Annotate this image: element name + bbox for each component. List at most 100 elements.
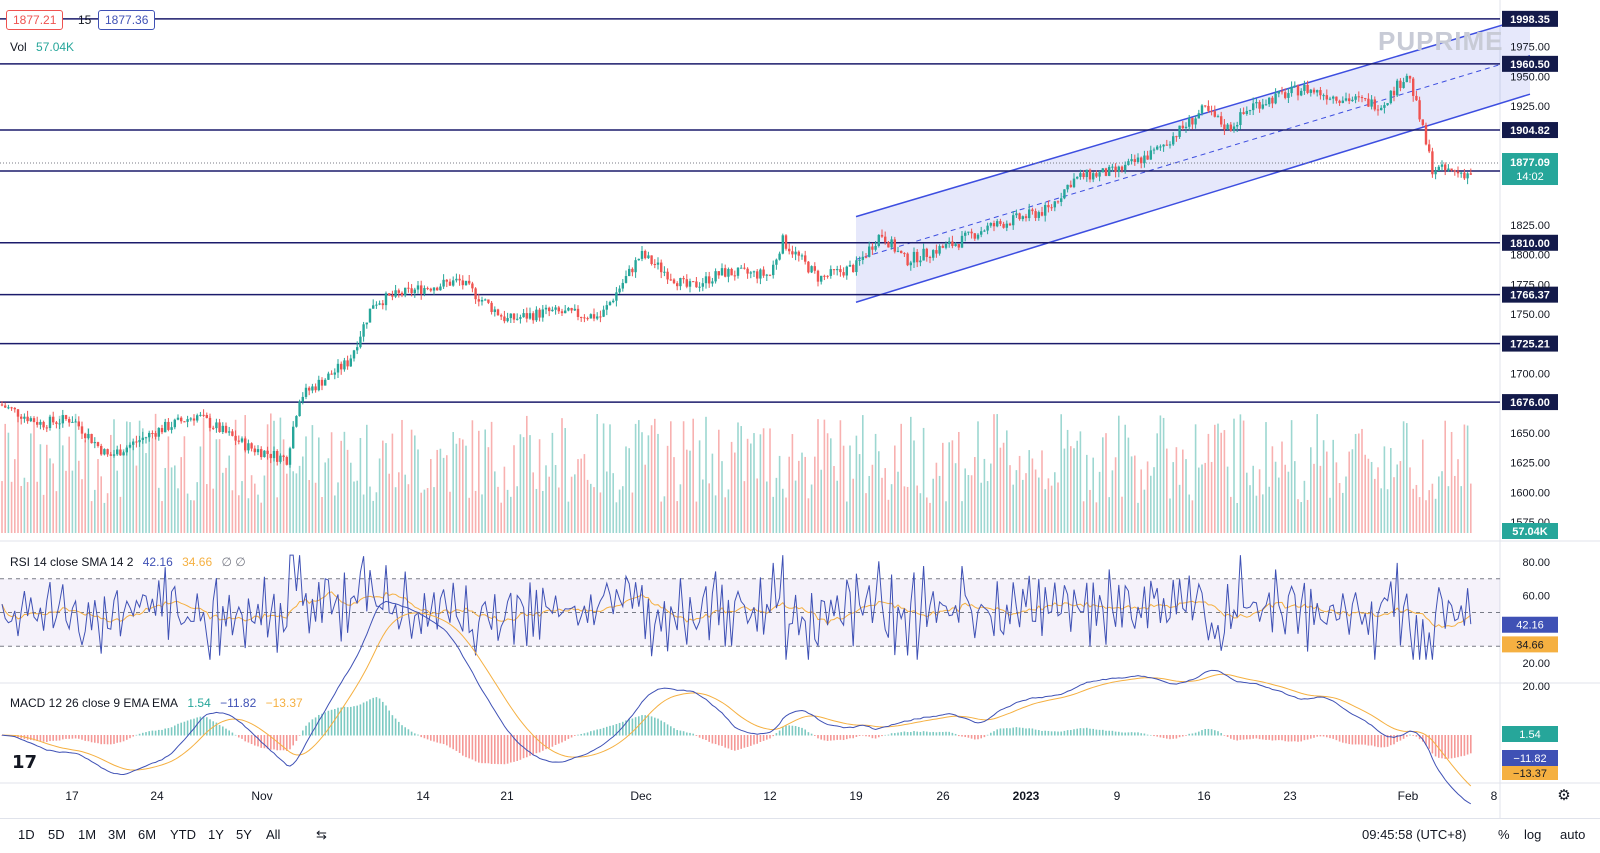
volume-bar xyxy=(487,447,490,533)
range-1d-button[interactable]: 1D xyxy=(18,827,35,842)
settings-gear-icon[interactable]: ⚙ xyxy=(1557,786,1570,804)
candle-body xyxy=(212,427,215,429)
macd-histogram-bar xyxy=(1460,735,1462,757)
range-5d-button[interactable]: 5D xyxy=(48,827,65,842)
macd-histogram-bar xyxy=(465,735,467,758)
volume-bar xyxy=(1086,454,1088,533)
macd-histogram-bar xyxy=(382,701,384,736)
candle-body xyxy=(644,250,647,259)
macd-histogram-bar xyxy=(625,720,627,736)
candle-body xyxy=(1104,168,1108,176)
volume-bar xyxy=(190,500,192,533)
volume-bar xyxy=(33,419,35,533)
candle-body xyxy=(308,387,311,391)
candle-body xyxy=(362,324,365,337)
macd-histogram-bar xyxy=(1422,735,1424,742)
range-all-button[interactable]: All xyxy=(266,827,281,842)
macd-histogram-bar xyxy=(673,728,675,736)
macd-histogram-bar xyxy=(263,735,266,749)
macd-histogram-bar xyxy=(442,735,445,745)
range-5y-button[interactable]: 5Y xyxy=(236,827,252,842)
macd-histogram-bar xyxy=(1041,730,1043,736)
volume-bar xyxy=(270,413,272,533)
macd-histogram-bar xyxy=(452,735,454,750)
bid-price-box[interactable]: 1877.21 xyxy=(6,10,64,30)
macd-histogram-bar xyxy=(1399,735,1402,741)
macd-histogram-bar xyxy=(462,735,464,756)
volume-bar xyxy=(1169,498,1171,533)
volume-bar xyxy=(1041,450,1043,533)
percent-toggle[interactable]: % xyxy=(1498,827,1510,842)
candle-body xyxy=(301,396,304,402)
candle-body xyxy=(1172,136,1175,145)
auto-toggle[interactable]: auto xyxy=(1560,827,1586,842)
candle-body xyxy=(1060,198,1063,202)
range-1m-button[interactable]: 1M xyxy=(78,827,97,842)
candle-body xyxy=(1440,164,1444,167)
candle-body xyxy=(20,416,23,419)
volume-bar xyxy=(1454,475,1456,533)
tradingview-logo-icon[interactable]: 𝟭𝟳 xyxy=(12,752,38,772)
macd-histogram-bar xyxy=(1172,735,1174,739)
candle-body xyxy=(535,309,538,321)
ask-price-box[interactable]: 1877.36 xyxy=(98,10,156,30)
volume-bar xyxy=(244,415,246,533)
volume-bar xyxy=(1351,449,1354,533)
volume-bar xyxy=(1220,432,1222,533)
macd-histogram-bar xyxy=(1118,731,1120,736)
candle-body xyxy=(631,268,634,273)
candle-body xyxy=(500,315,503,317)
volume-bar xyxy=(305,436,307,533)
range-3m-button[interactable]: 3M xyxy=(108,827,127,842)
candle-body xyxy=(650,255,653,264)
date-range-icon[interactable]: ⇆ xyxy=(316,827,327,842)
candle-body xyxy=(1328,98,1332,100)
volume-bar xyxy=(1057,482,1059,533)
volume-bar xyxy=(65,470,67,533)
volume-bar xyxy=(849,445,851,533)
candle-body xyxy=(1124,164,1127,171)
macd-histogram-bar xyxy=(1108,730,1110,736)
macd-histogram-bar xyxy=(346,707,349,736)
macd-histogram-bar xyxy=(398,721,400,736)
clock-label[interactable]: 09:45:58 (UTC+8) xyxy=(1362,827,1467,842)
macd-histogram-bar xyxy=(327,710,330,736)
macd-histogram-bar xyxy=(362,702,365,736)
volume-bar xyxy=(1463,424,1466,533)
macd-histogram-bar xyxy=(1470,735,1472,754)
candle-body xyxy=(564,310,567,314)
candle-body xyxy=(125,447,128,453)
candle-body xyxy=(896,250,900,252)
macd-histogram-bar xyxy=(410,731,413,736)
candle-body xyxy=(740,267,743,269)
volume-bar xyxy=(977,421,979,533)
volume-bar xyxy=(644,464,646,533)
candle-body xyxy=(1152,149,1156,151)
volume-bar xyxy=(97,459,99,533)
volume-bar xyxy=(705,416,707,533)
candle-body xyxy=(1242,112,1245,115)
candle-body xyxy=(778,253,781,260)
range-ytd-button[interactable]: YTD xyxy=(170,827,196,842)
candle-body xyxy=(1405,75,1408,83)
log-toggle[interactable]: log xyxy=(1524,827,1542,842)
volume-bar xyxy=(561,418,563,533)
candle-body xyxy=(1149,150,1152,160)
range-1y-button[interactable]: 1Y xyxy=(208,827,224,842)
volume-bar xyxy=(1047,478,1050,533)
candle-body xyxy=(717,271,720,276)
volume-bar xyxy=(1374,478,1376,533)
price-level-badge-bg xyxy=(1502,10,1558,27)
candle-body xyxy=(608,302,612,306)
candle-body xyxy=(330,373,333,375)
volume-bar xyxy=(174,465,176,533)
volume-bar xyxy=(78,460,80,533)
candle-body xyxy=(1348,98,1351,102)
range-6m-button[interactable]: 6M xyxy=(138,827,157,842)
candle-body xyxy=(151,433,154,435)
volume-bar xyxy=(634,423,637,533)
volume-bar xyxy=(468,497,470,533)
macd-histogram-bar xyxy=(977,735,979,740)
volume-bar xyxy=(542,490,544,533)
